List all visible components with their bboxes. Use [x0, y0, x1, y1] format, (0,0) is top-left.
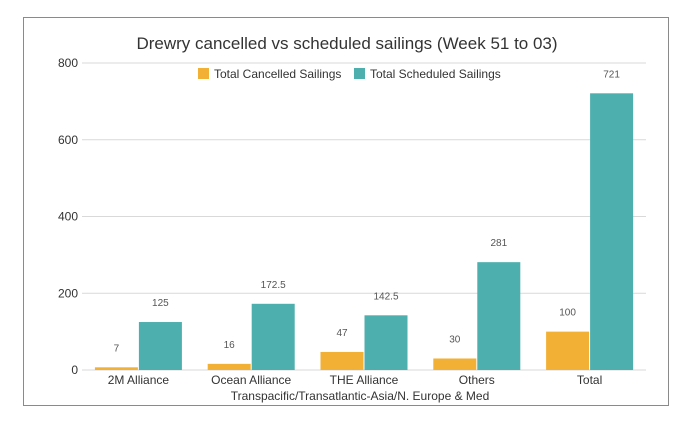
- legend-label-scheduled: Total Scheduled Sailings: [370, 67, 501, 81]
- bars: [94, 93, 634, 370]
- bar-scheduled: [251, 303, 295, 370]
- bar-cancelled: [433, 358, 477, 370]
- data-label-cancelled: 47: [336, 328, 348, 339]
- data-label-scheduled: 172.5: [261, 280, 286, 291]
- x-category-label: 2M Alliance: [108, 373, 170, 387]
- chart-frame: Drewry cancelled vs scheduled sailings (…: [23, 17, 669, 406]
- x-category-label: Ocean Alliance: [211, 373, 291, 387]
- bar-scheduled: [138, 322, 182, 370]
- y-tick-label: 200: [58, 286, 78, 300]
- data-label-scheduled: 142.5: [373, 291, 398, 302]
- data-label-cancelled: 100: [559, 308, 576, 319]
- bar-cancelled: [94, 367, 138, 370]
- chart-canvas: Drewry cancelled vs scheduled sailings (…: [58, 34, 646, 403]
- bar-cancelled: [320, 351, 364, 370]
- data-label-cancelled: 16: [224, 340, 236, 351]
- bar-scheduled: [590, 93, 634, 370]
- bar-scheduled: [364, 315, 408, 370]
- bar-scheduled: [477, 262, 521, 370]
- y-tick-label: 400: [58, 210, 78, 224]
- bar-cancelled: [207, 363, 251, 370]
- y-tick-label: 600: [58, 133, 78, 147]
- x-category-label: Total: [577, 373, 602, 387]
- legend-swatch-scheduled: [354, 68, 365, 79]
- x-category-label: THE Alliance: [330, 373, 399, 387]
- data-label-cancelled: 30: [449, 334, 461, 345]
- y-axis-ticks: 0 200 400 600 800: [58, 56, 78, 377]
- legend: Total Cancelled Sailings Total Scheduled…: [198, 67, 501, 81]
- legend-swatch-cancelled: [198, 68, 209, 79]
- data-label-scheduled: 721: [603, 69, 620, 80]
- y-tick-label: 0: [71, 363, 78, 377]
- y-tick-label: 800: [58, 56, 78, 70]
- data-label-scheduled: 281: [490, 238, 507, 249]
- data-label-scheduled: 125: [152, 298, 169, 309]
- bar-cancelled: [546, 331, 590, 370]
- x-axis-categories: 2M Alliance Ocean Alliance THE Alliance Oth…: [108, 373, 603, 387]
- data-labels: 7 125 16 172.5 47 142.5 30 281 100 721: [114, 69, 621, 354]
- legend-label-cancelled: Total Cancelled Sailings: [214, 67, 341, 81]
- chart-title: Drewry cancelled vs scheduled sailings (…: [136, 34, 557, 53]
- x-axis-title: Transpacific/Transatlantic-Asia/N. Europ…: [231, 389, 490, 403]
- data-label-cancelled: 7: [114, 343, 120, 354]
- x-category-label: Others: [459, 373, 495, 387]
